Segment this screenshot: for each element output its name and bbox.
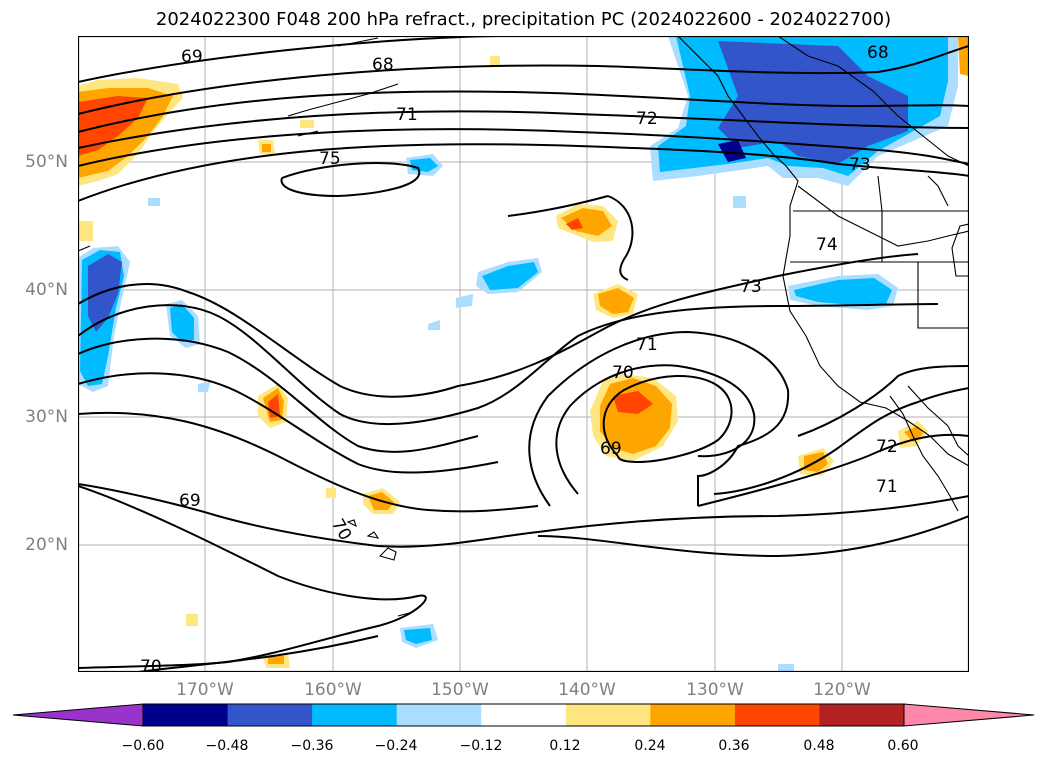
- colorbar-tick-label: −0.36: [290, 738, 334, 754]
- lat-label: 20°N: [25, 535, 68, 555]
- lat-label: 30°N: [25, 407, 68, 427]
- lon-label: 140°W: [558, 680, 616, 700]
- contour-label: 74: [816, 235, 838, 255]
- colorbar-cell: [819, 704, 905, 726]
- map-panel: 69 68 71 72 75 68 73 74 73 71 70 69 69 7…: [78, 36, 969, 672]
- contour-label: 69: [181, 47, 203, 67]
- colorbar-tick-label: 0.24: [634, 738, 666, 754]
- colorbar-cell: [396, 704, 482, 726]
- map-title: 2024022300 F048 200 hPa refract., precip…: [155, 9, 892, 30]
- contour-label: 72: [636, 109, 658, 129]
- contour-label: 75: [319, 149, 341, 169]
- colorbar-tick-label: 0.12: [549, 738, 581, 754]
- colorbar-tick-label: −0.60: [121, 738, 165, 754]
- contour-label: 71: [396, 105, 418, 125]
- contour-label: 71: [636, 335, 658, 355]
- contour-label: 69: [600, 439, 622, 459]
- colorbar-cell: [650, 704, 736, 726]
- contour-label: 71: [876, 477, 898, 497]
- colorbar-cell: [481, 704, 567, 726]
- colorbar-cell: [565, 704, 651, 726]
- lat-label: 50°N: [25, 152, 68, 172]
- colorbar-tick-label: −0.12: [459, 738, 503, 754]
- colorbar-cell: [227, 704, 313, 726]
- precip-positive-regions: [78, 36, 969, 668]
- colorbar-tick-label: −0.48: [205, 738, 249, 754]
- lon-label: 150°W: [431, 680, 489, 700]
- contour-label: 68: [372, 55, 394, 75]
- colorbar-tick-label: 0.36: [718, 738, 750, 754]
- colorbar: [12, 703, 1035, 727]
- contour-label: 73: [849, 155, 871, 175]
- colorbar-tick-label: −0.24: [374, 738, 418, 754]
- contour-label: 70: [612, 363, 634, 383]
- contour-label: 72: [876, 437, 898, 457]
- colorbar-tick-label: 0.48: [803, 738, 835, 754]
- lat-label: 40°N: [25, 280, 68, 300]
- lon-label: 130°W: [686, 680, 744, 700]
- lon-label: 120°W: [813, 680, 871, 700]
- coastlines: [78, 36, 969, 617]
- colorbar-tick-label: 0.60: [887, 738, 919, 754]
- contour-label: 73: [740, 277, 762, 297]
- colorbar-cell: [734, 704, 820, 726]
- colorbar-cell: [143, 704, 229, 726]
- contour-label: 68: [867, 43, 889, 63]
- refractivity-contours: [78, 36, 969, 672]
- colorbar-cell: [312, 704, 398, 726]
- lon-label: 170°W: [176, 680, 234, 700]
- contour-label: 69: [179, 491, 201, 511]
- lon-label: 160°W: [304, 680, 362, 700]
- contour-label: 70: [140, 657, 162, 672]
